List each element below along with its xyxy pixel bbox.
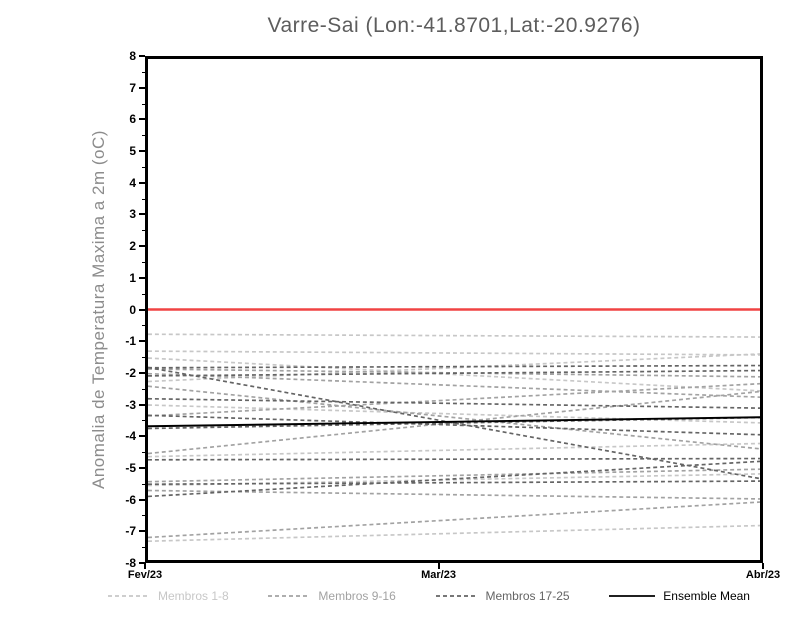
member-line [148, 489, 760, 500]
y-tick-label: 8 [129, 49, 136, 63]
member-line [148, 442, 760, 458]
y-tick [139, 435, 145, 438]
y-tick-label: 3 [129, 207, 136, 222]
ensemble-mean-line [148, 416, 760, 428]
member-line [148, 416, 760, 430]
y-tick [139, 403, 145, 406]
y-tick [139, 276, 145, 279]
member-line [148, 382, 760, 417]
y-tick [139, 181, 145, 184]
member-line [148, 364, 760, 369]
legend-swatch-line [108, 595, 150, 597]
legend: Membros 1-8 Membros 9-16 Membros 17-25 Ense… [108, 588, 750, 604]
member-line [148, 457, 760, 461]
y-minor-tick [142, 71, 145, 73]
y-tick [139, 213, 145, 216]
y-minor-tick [142, 198, 145, 200]
y-minor-tick [142, 515, 145, 517]
plot-area [145, 56, 763, 563]
y-tick-label: 2 [129, 239, 136, 254]
y-tick-label: 6 [129, 112, 136, 127]
y-tick [139, 530, 145, 533]
x-tick [144, 563, 146, 569]
y-tick [139, 55, 145, 57]
x-tick [437, 563, 440, 569]
legend-label: Membros 1-8 [158, 589, 229, 603]
x-tick-label: Fev/23 [127, 569, 163, 581]
plot-canvas [148, 308, 760, 543]
chart-title: Varre-Sai (Lon:-41.8701,Lat:-20.9276) [267, 14, 641, 37]
member-line [148, 468, 760, 483]
y-tick [139, 498, 145, 501]
y-tick-label: -2 [125, 365, 136, 380]
legend-item: Membros 17-25 [435, 589, 570, 603]
y-minor-tick [142, 547, 145, 549]
member-line [148, 524, 760, 543]
y-tick-label: -7 [125, 524, 136, 539]
legend-label: Membros 9-16 [318, 589, 396, 603]
member-line [148, 353, 760, 383]
legend-item: Ensemble Mean [609, 589, 750, 603]
y-tick [139, 86, 145, 89]
member-line [148, 480, 760, 486]
y-minor-tick [142, 103, 145, 105]
y-minor-tick [142, 325, 145, 327]
member-line [148, 350, 760, 356]
y-tick-label: -8 [125, 556, 136, 570]
y-tick-label: -5 [125, 460, 136, 475]
y-tick-label: 4 [129, 175, 136, 190]
y-minor-tick [142, 293, 145, 295]
y-minor-tick [142, 357, 145, 359]
x-tick [762, 563, 764, 569]
y-tick [139, 118, 145, 121]
y-minor-tick [142, 420, 145, 422]
y-tick [139, 371, 145, 374]
y-tick [139, 562, 145, 564]
legend-label: Ensemble Mean [663, 589, 750, 603]
legend-item: Membros 9-16 [268, 589, 396, 603]
y-tick [139, 340, 145, 343]
y-minor-tick [142, 452, 145, 454]
y-tick-label: -4 [125, 429, 136, 444]
y-tick-label: 7 [129, 80, 136, 95]
y-tick-label: 1 [129, 270, 136, 285]
y-tick [139, 150, 145, 153]
member-line [148, 501, 760, 539]
member-line [148, 385, 760, 450]
legend-label: Membros 17-25 [485, 589, 570, 603]
y-minor-tick [142, 483, 145, 485]
y-tick-label: -1 [125, 334, 136, 349]
legend-swatch-line [435, 595, 478, 597]
y-tick [139, 466, 145, 469]
member-line [148, 397, 760, 409]
y-tick-label: -6 [125, 492, 136, 507]
legend-swatch-line [268, 595, 311, 597]
x-tick-label: Mar/23 [421, 569, 456, 581]
member-line [148, 369, 760, 377]
member-line [148, 357, 760, 392]
member-line [148, 414, 760, 436]
y-tick [139, 308, 145, 311]
y-minor-tick [142, 135, 145, 137]
y-minor-tick [142, 166, 145, 168]
legend-item: Membros 1-8 [108, 589, 229, 603]
member-line [148, 372, 760, 399]
y-minor-tick [142, 388, 145, 390]
y-minor-tick [142, 261, 145, 263]
y-tick-label: 5 [129, 144, 136, 159]
member-line [148, 333, 760, 338]
member-line [148, 404, 760, 424]
legend-swatch-line [609, 595, 656, 597]
y-tick-label: 0 [129, 302, 136, 317]
y-tick-label: -3 [125, 397, 136, 412]
member-line [148, 460, 760, 498]
x-tick-label: Abr/23 [745, 569, 781, 581]
y-tick [139, 245, 145, 248]
y-minor-tick [142, 230, 145, 232]
